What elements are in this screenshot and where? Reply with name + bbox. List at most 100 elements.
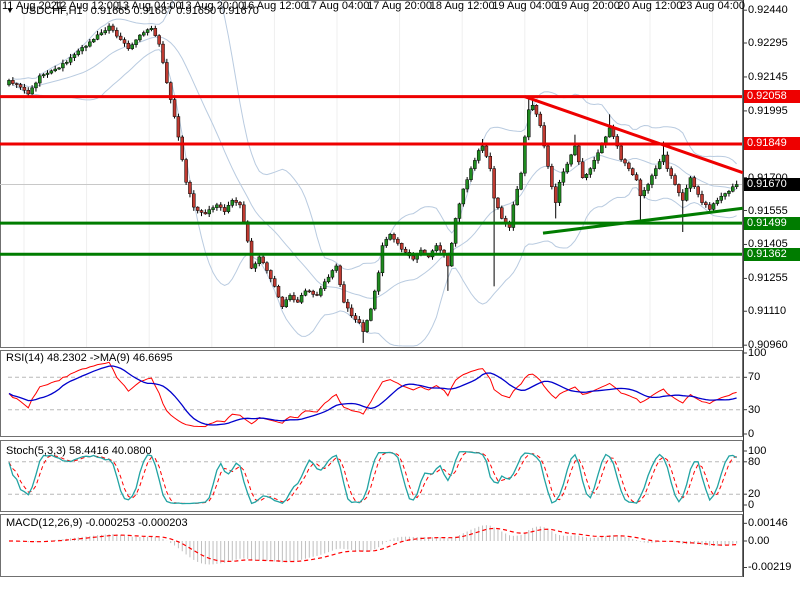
time-axis-label: 17 Aug 04:00: [304, 0, 370, 12]
bear-candle: [700, 194, 704, 203]
bull-candle: [734, 184, 739, 187]
bull-candle: [565, 163, 569, 173]
bear-candle: [677, 184, 681, 193]
main-price-panel[interactable]: [0, 0, 743, 347]
bear-candle: [342, 284, 346, 303]
bull-candle: [465, 179, 469, 190]
bull-candle: [45, 72, 50, 75]
bull-candle: [288, 295, 292, 300]
panel-border: [0, 350, 743, 437]
bear-candle: [22, 86, 27, 91]
bear-candle: [245, 221, 250, 242]
rsi-scale-label: 70: [748, 371, 761, 384]
price-badge-support: 0.91362: [744, 247, 800, 261]
resistance-trendline[interactable]: [524, 95, 743, 175]
bear-candle: [577, 145, 581, 163]
bear-candle: [238, 202, 242, 206]
bear-candle: [338, 265, 342, 285]
bear-candle: [199, 210, 204, 213]
bear-candle: [692, 177, 697, 187]
bear-candle: [261, 256, 265, 264]
rsi-scale-label: 0: [748, 428, 755, 440]
bull-candle: [226, 205, 231, 212]
bear-candle: [269, 270, 273, 279]
bull-candle: [149, 28, 154, 30]
bear-candle: [488, 156, 492, 169]
chevron-down-icon[interactable]: ▼: [6, 6, 14, 15]
bull-candle: [41, 74, 46, 77]
price-badge-support: 0.91499: [744, 216, 800, 230]
bull-candle: [99, 32, 104, 36]
bear-candle: [538, 113, 543, 126]
bull-candle: [527, 109, 531, 138]
bull-candle: [473, 160, 477, 169]
bear-candle: [122, 39, 127, 44]
rsi-panel[interactable]: [8, 361, 742, 428]
stochastic-panel[interactable]: [8, 450, 742, 505]
stoch-indicator-label: Stoch(5,3,3) 58.4416 40.0800: [6, 445, 152, 457]
bull-candle: [80, 47, 84, 52]
bear-candle: [357, 319, 362, 323]
bull-candle: [34, 82, 38, 89]
bear-candle: [222, 207, 227, 212]
price-axis-label: 0.91555: [748, 204, 788, 217]
bear-candle: [638, 179, 643, 197]
bull-candle: [530, 105, 535, 111]
bear-candle: [14, 83, 19, 85]
bear-candle: [296, 299, 300, 303]
support-trendline[interactable]: [542, 206, 743, 235]
macd-indicator-label: MACD(12,26,9) -0.000253 -0.000203: [6, 517, 188, 529]
bear-candle: [115, 30, 119, 37]
bull-candle: [334, 265, 338, 271]
bull-candle: [134, 39, 138, 45]
price-axis-label: 0.91995: [748, 104, 788, 117]
stoch-scale-label: 100: [748, 445, 767, 457]
bull-candle: [230, 200, 235, 206]
bollinger-upper-band: [12, 0, 737, 271]
bull-candle: [592, 160, 596, 169]
bull-candle: [365, 320, 369, 332]
bear-candle: [438, 245, 442, 251]
bull-candle: [299, 295, 304, 303]
bull-candle: [650, 175, 654, 185]
bull-candle: [103, 30, 107, 34]
time-axis-label: 16 Aug 12:00: [241, 0, 307, 12]
price-axis-label: 0.92295: [748, 37, 788, 49]
bull-candle: [330, 270, 335, 278]
time-axis-label: 12 Aug 12:00: [54, 0, 120, 12]
bear-candle: [195, 206, 200, 211]
bear-candle: [681, 192, 685, 201]
bull-candle: [57, 67, 61, 70]
bull-candle: [388, 234, 392, 240]
rsi-scale-label: 100: [748, 347, 767, 359]
bull-candle: [65, 61, 69, 64]
bull-candle: [731, 186, 735, 192]
bear-candle: [219, 204, 223, 208]
bull-candle: [322, 281, 327, 289]
bear-candle: [550, 166, 554, 187]
bull-candle: [88, 41, 92, 47]
bear-candle: [242, 204, 246, 222]
bear-candle: [172, 99, 177, 117]
bull-candle: [319, 288, 323, 296]
bull-candle: [434, 245, 439, 252]
bear-candle: [157, 35, 161, 45]
bull-candle: [569, 154, 573, 165]
bear-candle: [553, 186, 558, 203]
bear-candle: [399, 243, 404, 250]
macd-panel[interactable]: [9, 525, 738, 565]
bull-candle: [719, 195, 723, 201]
time-axis-label: 13 Aug 20:00: [179, 0, 245, 12]
bull-candle: [469, 168, 473, 180]
bear-candle: [673, 175, 677, 185]
bear-candle: [276, 286, 281, 298]
bear-candle: [192, 193, 196, 208]
price-axis-label: 0.91255: [748, 272, 788, 285]
time-axis-label: 19 Aug 20:00: [554, 0, 620, 12]
bear-candle: [492, 168, 496, 199]
bull-candle: [373, 290, 377, 310]
stoch-d-line: [8, 451, 737, 505]
bear-candle: [168, 82, 173, 100]
bull-candle: [600, 144, 604, 154]
